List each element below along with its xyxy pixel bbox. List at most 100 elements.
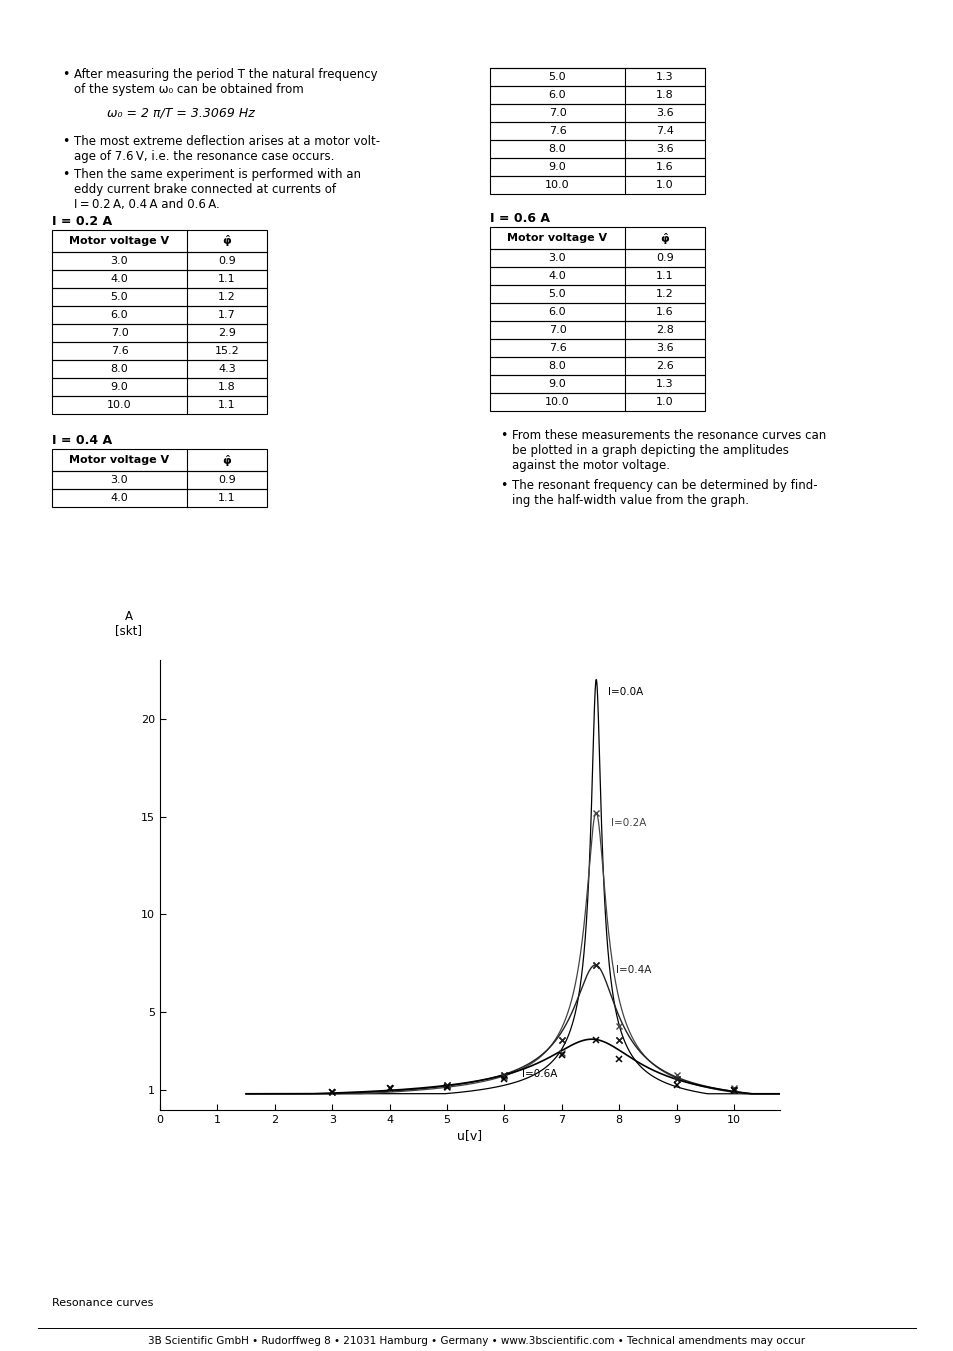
Text: 1.0: 1.0 [656,180,673,190]
Text: 4.0: 4.0 [548,272,566,281]
Text: 8.0: 8.0 [548,361,566,372]
Text: 7.4: 7.4 [656,126,673,136]
Text: 7.6: 7.6 [548,343,566,353]
Text: Motor voltage V: Motor voltage V [70,236,170,246]
Text: 3.6: 3.6 [656,145,673,154]
Text: 5.0: 5.0 [548,72,566,82]
Text: •: • [62,68,70,81]
Bar [52,396,267,413]
Text: φ̂: φ̂ [222,454,232,466]
Text: 4.0: 4.0 [111,274,129,284]
Bar [490,104,704,122]
Text: 2.8: 2.8 [656,326,673,335]
Text: 0.9: 0.9 [218,255,235,266]
Text: 9.0: 9.0 [548,162,566,172]
Text: 2.9: 2.9 [218,328,235,338]
Text: 7.0: 7.0 [111,328,129,338]
Text: φ̂: φ̂ [659,232,669,243]
Bar [490,285,704,303]
Text: 3.0: 3.0 [548,253,566,263]
Bar [490,376,704,393]
Text: •: • [62,135,70,149]
Bar [52,324,267,342]
Text: 1.7: 1.7 [218,309,235,320]
Bar [52,471,267,489]
Text: I = 0.2 A: I = 0.2 A [52,215,112,228]
Bar [52,489,267,507]
X-axis label: u[v]: u[v] [456,1129,482,1142]
Text: I=0.4A: I=0.4A [616,965,651,975]
Text: 7.6: 7.6 [548,126,566,136]
Text: 0.9: 0.9 [656,253,673,263]
Text: 9.0: 9.0 [111,382,129,392]
Text: 5.0: 5.0 [111,292,128,303]
Text: 6.0: 6.0 [111,309,128,320]
Text: 0.9: 0.9 [218,476,235,485]
Text: 1.1: 1.1 [218,493,235,503]
Text: I = 0.6 A: I = 0.6 A [490,212,550,226]
Text: 1.1: 1.1 [218,274,235,284]
Text: 10.0: 10.0 [544,397,569,407]
Bar [52,305,267,324]
Text: 7.6: 7.6 [111,346,129,357]
Text: A
[skt]: A [skt] [115,609,142,638]
Text: 15.2: 15.2 [214,346,239,357]
Bar [52,253,267,270]
Bar [490,86,704,104]
Text: 6.0: 6.0 [548,91,566,100]
Bar [490,158,704,176]
Text: 9.0: 9.0 [548,380,566,389]
Text: 4.0: 4.0 [111,493,129,503]
Text: 5.0: 5.0 [548,289,566,299]
Text: 1.2: 1.2 [218,292,235,303]
Text: 6.0: 6.0 [548,307,566,317]
Text: 2.6: 2.6 [656,361,673,372]
Text: 1.3: 1.3 [656,72,673,82]
Text: 3.6: 3.6 [656,343,673,353]
Bar [490,267,704,285]
Text: Motor voltage V: Motor voltage V [70,455,170,465]
Text: I=0.0A: I=0.0A [607,688,642,697]
Text: 7.0: 7.0 [548,108,566,118]
Bar [490,141,704,158]
Bar [490,249,704,267]
Bar [490,176,704,195]
Text: 1.8: 1.8 [656,91,673,100]
Bar [52,359,267,378]
Text: I=0.2A: I=0.2A [610,819,645,828]
Bar [490,339,704,357]
Bar [52,449,267,471]
Bar [490,227,704,249]
Text: I = 0.4 A: I = 0.4 A [52,434,112,447]
Bar [52,288,267,305]
Text: 8.0: 8.0 [548,145,566,154]
Bar [490,393,704,411]
Text: 1.2: 1.2 [656,289,673,299]
Text: 1.8: 1.8 [218,382,235,392]
Text: The most extreme deflection arises at a motor volt-
age of 7.6 V, i.e. the reson: The most extreme deflection arises at a … [74,135,379,163]
Text: φ̂: φ̂ [222,235,232,246]
Bar [490,68,704,86]
Text: 1.0: 1.0 [656,397,673,407]
Bar [490,357,704,376]
Text: 1.6: 1.6 [656,162,673,172]
Text: •: • [62,168,70,181]
Text: Motor voltage V: Motor voltage V [507,232,607,243]
Bar [490,303,704,322]
Text: From these measurements the resonance curves can
be plotted in a graph depicting: From these measurements the resonance cu… [512,430,825,471]
Text: After measuring the period T the natural frequency
of the system ω₀ can be obtai: After measuring the period T the natural… [74,68,377,96]
Text: 1.1: 1.1 [218,400,235,409]
Text: 1.6: 1.6 [656,307,673,317]
Text: Resonance curves: Resonance curves [52,1298,153,1308]
Bar [52,342,267,359]
Text: •: • [499,480,507,492]
Bar [490,122,704,141]
Text: 10.0: 10.0 [544,180,569,190]
Text: 1.3: 1.3 [656,380,673,389]
Text: 1.1: 1.1 [656,272,673,281]
Text: Then the same experiment is performed with an
eddy current brake connected at cu: Then the same experiment is performed wi… [74,168,360,211]
Bar [52,230,267,253]
Bar [52,270,267,288]
Text: •: • [499,430,507,442]
Text: ω₀ = 2 π/T = 3.3069 Hz: ω₀ = 2 π/T = 3.3069 Hz [107,105,254,119]
